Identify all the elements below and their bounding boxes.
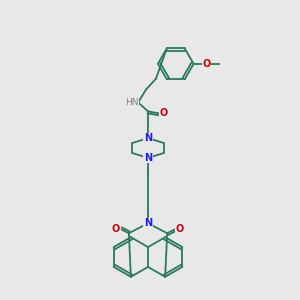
Text: N: N	[144, 133, 152, 143]
Text: O: O	[176, 224, 184, 234]
Text: O: O	[112, 224, 120, 234]
Text: N: N	[144, 153, 152, 163]
Text: O: O	[160, 108, 168, 118]
Text: N: N	[144, 218, 152, 228]
Text: HN: HN	[125, 98, 139, 107]
Text: O: O	[202, 59, 211, 69]
